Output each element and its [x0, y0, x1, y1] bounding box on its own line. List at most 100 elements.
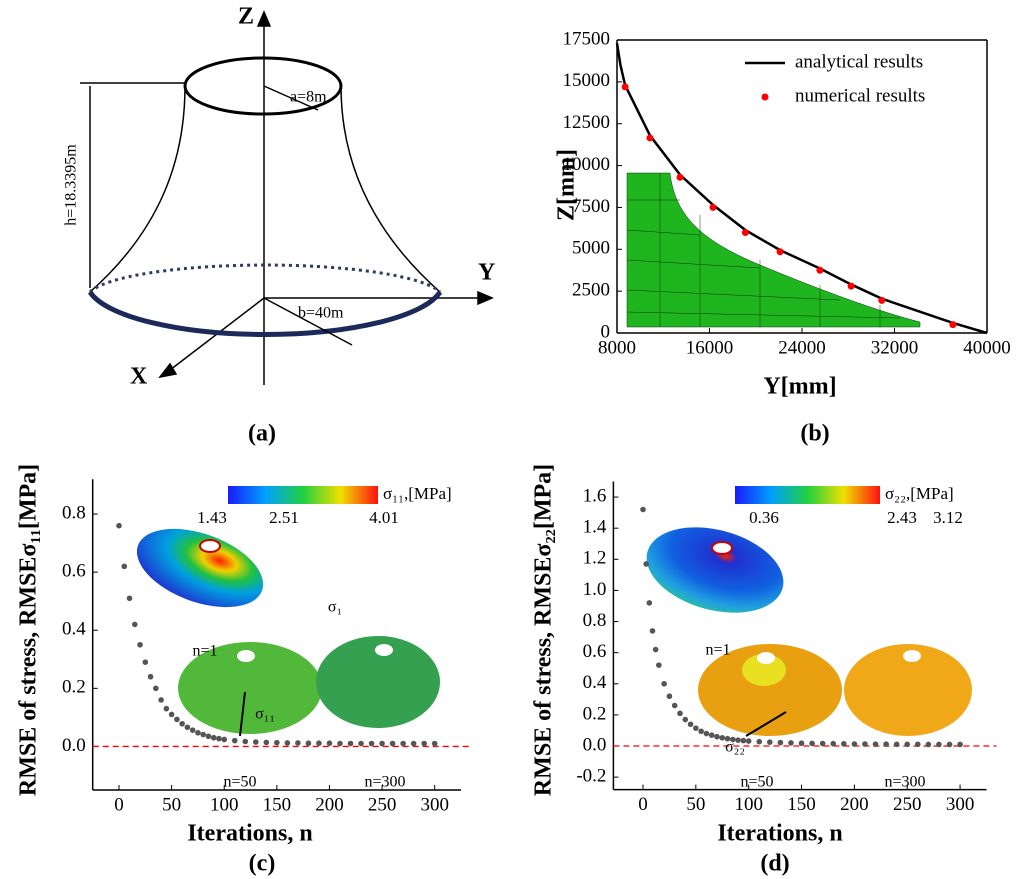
point: [893, 741, 900, 748]
arrow: [477, 290, 494, 306]
legend-label: numerical results: [795, 85, 925, 106]
point: [242, 738, 249, 745]
dimension: b=40m: [298, 305, 344, 322]
point: [957, 741, 963, 748]
point: [878, 296, 886, 304]
point: [142, 659, 149, 665]
arrow: [256, 10, 272, 27]
y-tick-label: 0: [601, 321, 611, 342]
y-tick-label: 2500: [572, 280, 610, 301]
y-tick-label: 10000: [563, 154, 611, 175]
point: [830, 740, 837, 747]
point: [872, 741, 879, 747]
x-axis-title: Iterations, n: [717, 821, 842, 847]
y-axis-title: RMSE of stress, RMSEσ₁₁[MPa]: [16, 464, 42, 796]
legend-swatch: [761, 93, 769, 101]
disk: [316, 636, 440, 728]
point: [400, 740, 406, 747]
colorbar-title: σ₂₂,[MPa]: [885, 484, 954, 503]
x-tick-label: 150: [263, 794, 292, 815]
disk: [136, 528, 264, 608]
point: [126, 595, 133, 602]
point: [709, 203, 717, 211]
x-tick-label: 250: [893, 794, 922, 815]
point: [652, 646, 659, 653]
disk: [178, 642, 322, 734]
hole: [711, 541, 733, 555]
inset-d: [646, 486, 972, 737]
point: [189, 727, 196, 733]
panel-label: (a): [248, 421, 276, 447]
point: [147, 673, 154, 680]
legend-label: analytical results: [795, 51, 923, 72]
point: [410, 740, 417, 747]
point: [263, 739, 270, 746]
colorbar-tick-label: 2.43: [887, 508, 917, 527]
panel-label: (c): [249, 851, 276, 877]
point: [708, 732, 715, 738]
point: [682, 716, 689, 723]
point: [421, 740, 427, 747]
point: [946, 741, 953, 748]
y-tick-label: 0.4: [583, 672, 607, 693]
point: [671, 702, 678, 709]
point: [776, 248, 784, 256]
point: [735, 737, 741, 743]
point: [316, 740, 322, 747]
x-tick-label: 250: [368, 794, 397, 815]
y-axis-title: Z[mm]: [554, 149, 580, 221]
x-tick-label: 24000: [778, 337, 826, 358]
x-tick-label: 100: [734, 794, 763, 815]
annotation: σ₁₁: [255, 706, 275, 723]
point: [788, 740, 794, 746]
x-axis-title: Y[mm]: [763, 374, 836, 400]
point: [168, 711, 175, 718]
y-tick-label: 15000: [563, 70, 611, 91]
point: [205, 733, 212, 740]
point: [221, 736, 228, 743]
arrow: [745, 711, 787, 737]
point: [337, 740, 343, 747]
point: [305, 740, 312, 747]
y-tick-label: -0.2: [576, 766, 606, 787]
point: [666, 693, 673, 700]
panel-label: (d): [760, 851, 789, 877]
mesh: [626, 172, 921, 328]
y-tick-label: 0.4: [62, 619, 86, 640]
hole: [237, 650, 255, 662]
point: [621, 83, 629, 91]
annotation: n=50: [740, 774, 773, 791]
point: [210, 734, 217, 741]
x-tick-label: 16000: [686, 337, 734, 358]
diagram-a: [80, 10, 494, 385]
x-tick-label: 32000: [871, 337, 919, 358]
x-tick-label: 40000: [963, 337, 1011, 358]
point: [163, 705, 170, 712]
point: [862, 741, 868, 747]
point: [925, 741, 932, 748]
point: [274, 739, 280, 746]
point: [174, 716, 180, 723]
x-tick-label: 100: [210, 794, 239, 815]
disk: [844, 644, 972, 736]
annotation: n=1: [705, 642, 730, 659]
y-tick-label: 5000: [572, 238, 610, 259]
y-axis-title: RMSE of stress, RMSEσ₂₂[MPa]: [531, 464, 557, 796]
point: [656, 662, 662, 668]
annotation: σ₁: [328, 599, 342, 616]
point: [368, 740, 375, 747]
y-tick-label: 1.4: [583, 517, 607, 538]
back-ring: [88, 263, 442, 294]
disk: [646, 527, 784, 613]
y-tick-label: 0.2: [583, 703, 607, 724]
point: [358, 740, 364, 747]
annotation: n=300: [364, 774, 405, 791]
point: [798, 740, 805, 747]
dimension: h=18.3395m: [63, 144, 80, 226]
x-tick-label: 0: [638, 794, 648, 815]
x-axis-title: Iterations, n: [187, 821, 312, 847]
x-tick-label: 8000: [598, 337, 636, 358]
point: [676, 173, 684, 181]
point: [640, 506, 646, 513]
